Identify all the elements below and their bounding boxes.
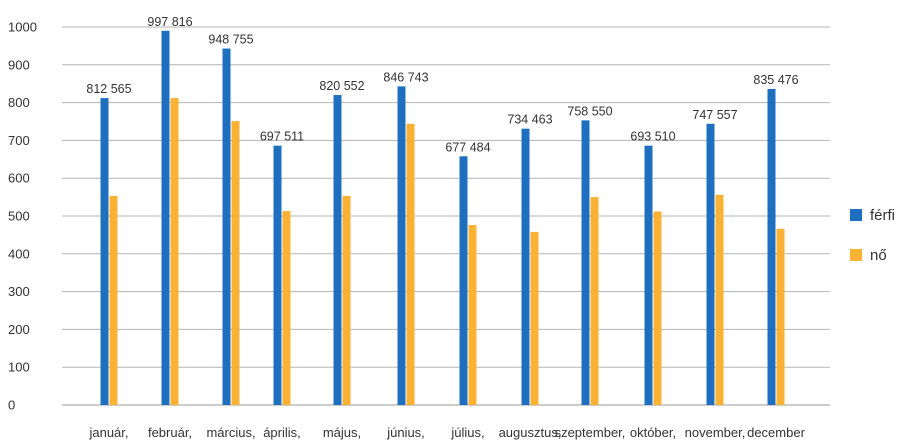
bar-value-label: 747 557 [692,108,737,122]
x-tick-label: február, [148,425,192,440]
y-tick-label: 700 [8,133,30,148]
y-tick-label: 100 [8,360,30,375]
value-labels: 812 565 997 816 948 755 697 511 820 552 846 7… [86,15,798,154]
bar-no [231,121,240,405]
legend-label-no: nő [870,247,887,264]
bar-value-label: 758 550 [567,104,612,118]
bar-value-label: 846 743 [383,70,428,84]
x-tick-label: január, [88,425,128,440]
bar-ferfi [333,95,342,405]
y-tick-label: 1000 [8,20,37,35]
bar-value-label: 697 511 [260,130,304,144]
y-tick-label: 200 [8,322,30,337]
x-tick-label: december [747,425,805,440]
y-tick-label: 900 [8,57,30,72]
bar-ferfi [581,120,590,405]
bar-ferfi [397,86,406,405]
y-tick-label: 300 [8,284,30,299]
bar-ferfi [161,30,170,406]
x-tick-label: május, [323,425,361,440]
bar-ferfi [459,156,468,405]
legend-swatch-ferfi [850,209,862,221]
bar-ferfi [521,128,530,405]
bar-no [530,231,539,405]
bar-value-label: 997 816 [147,15,192,29]
legend-swatch-no [850,249,862,261]
y-tick-label: 500 [8,209,30,224]
bar-no [109,195,118,405]
x-tick-label: október, [630,425,676,440]
bar-value-label: 948 755 [208,33,253,47]
y-tick-label: 400 [8,246,30,261]
bar-ferfi [273,145,282,405]
bar-no [715,194,724,405]
bar-no [170,98,179,406]
x-tick-label: március, [206,425,255,440]
bar-no [590,197,599,405]
bar-no [406,123,415,405]
legend-label-ferfi: férfi [870,207,895,224]
y-tick-label: 0 [8,398,15,413]
bar-value-label: 734 463 [507,113,552,127]
bar-ferfi [100,98,109,406]
bar-no [282,211,291,405]
x-tick-label: június, [386,425,425,440]
bar-value-label: 835 476 [753,73,798,87]
bar-no [342,195,351,405]
x-tick-label: július, [450,425,484,440]
bar-value-label: 693 510 [630,130,675,144]
bar-value-label: 812 565 [86,82,131,96]
x-tick-label: november, [685,425,746,440]
bar-value-label: 820 552 [319,79,364,93]
x-tick-label: augusztus, [499,425,562,440]
x-tick-label: április, [263,425,301,440]
bar-value-label: 677 484 [445,140,490,154]
x-tick-label: szeptember, [555,425,626,440]
bar-no [468,225,477,405]
bar-no [776,228,785,405]
y-tick-label: 800 [8,95,30,110]
bar-ferfi [222,48,231,406]
bar-ferfi [706,123,715,405]
gridlines [62,26,830,406]
bar-ferfi [767,88,776,405]
x-axis-categories: január, február, március, április, május, jún… [88,425,805,440]
legend: férfi nő [850,207,895,264]
y-axis-ticks: 0 100 200 300 400 500 600 700 800 900 1000 [8,20,37,413]
bars [100,30,785,406]
bar-no [653,211,662,405]
y-tick-label: 600 [8,171,30,186]
bar-ferfi [644,145,653,405]
